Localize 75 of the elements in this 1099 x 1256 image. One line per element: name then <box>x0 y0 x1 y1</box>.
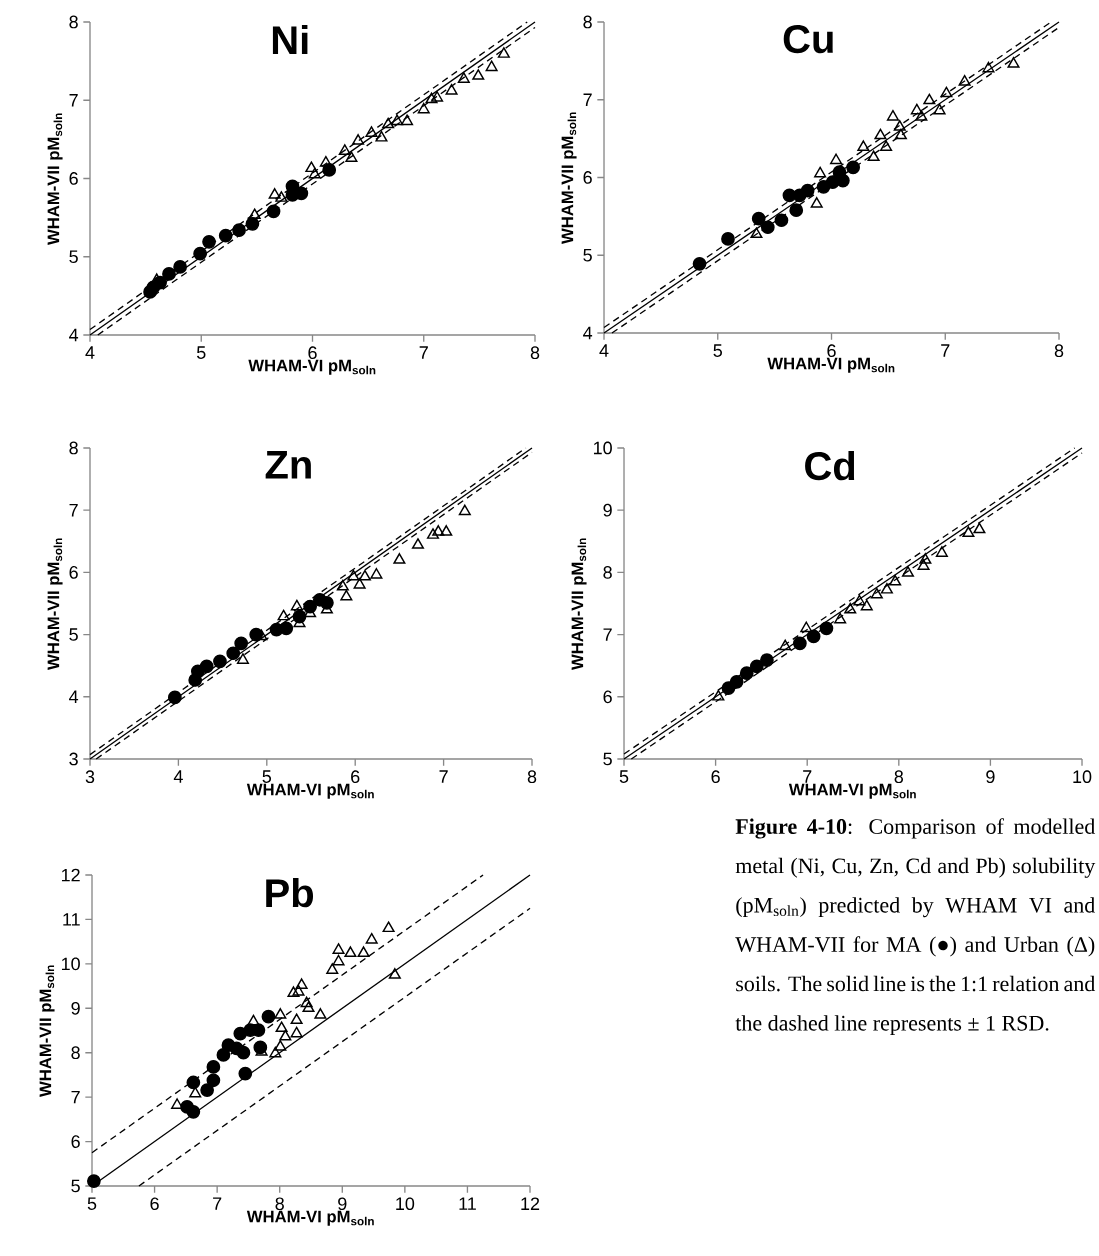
y-tick-label: 8 <box>71 1046 80 1060</box>
x-tick-label: 5 <box>87 1197 97 1210</box>
x-axis-title: WHAM-VI pM$_{soln}$ <box>248 359 376 375</box>
y-tick-label: 10 <box>593 441 612 455</box>
x-axis-title: WHAM-VI pM$_{soln}$ <box>788 783 916 799</box>
y-tick-label: 6 <box>71 1135 80 1148</box>
y-tick-label: 6 <box>69 172 78 185</box>
x-tick-label: 7 <box>213 1197 222 1210</box>
x-tick-label: 6 <box>351 770 360 784</box>
x-tick-label: 7 <box>941 344 950 357</box>
x-tick-label: 9 <box>986 770 995 784</box>
x-tick-label: 6 <box>711 770 720 784</box>
y-axis-title: WHAM-VII pM$_{soln}$ <box>39 965 55 1097</box>
x-tick-label: 11 <box>459 1197 476 1210</box>
x-tick-label: 8 <box>1054 344 1064 358</box>
x-tick-label: 4 <box>173 770 183 783</box>
x-tick-label: 12 <box>521 1197 540 1210</box>
x-tick-label: 8 <box>275 1197 284 1211</box>
y-tick-label: 8 <box>583 15 592 29</box>
y-tick-label: 8 <box>69 441 78 455</box>
x-tick-label: 3 <box>85 770 95 784</box>
y-axis-title: WHAM-VII pM$_{soln}$ <box>571 538 587 670</box>
chart-title: Zn <box>265 450 311 479</box>
x-axis-title: WHAM-VI pM$_{soln}$ <box>246 1210 374 1226</box>
y-tick-label: 9 <box>71 1001 80 1015</box>
x-axis-title: WHAM-VI pM$_{soln}$ <box>767 357 895 373</box>
x-tick-label: 7 <box>419 346 428 359</box>
y-tick-label: 5 <box>69 250 78 264</box>
y-axis-title: WHAM-VII pM$_{soln}$ <box>561 112 577 244</box>
x-tick-label: 6 <box>150 1197 159 1211</box>
y-tick-label: 6 <box>69 566 78 579</box>
y-tick-label: 6 <box>603 690 612 704</box>
y-tick-label: 7 <box>603 628 612 641</box>
y-tick-label: 3 <box>69 752 78 766</box>
x-tick-label: 5 <box>262 770 272 783</box>
y-tick-label: 6 <box>583 171 592 184</box>
chart-title: Cd <box>805 450 855 481</box>
x-tick-label: 4 <box>85 346 95 359</box>
text: Figure 4-10: Comparison of modelled metal (Ni, Cu, Zn, Cd and Pb) solubility (pM$_{soln}$) predicted by WHAM VI and WHAM-VII for MA (●) and Urban (Δ) soils. The solid line is the 1:1 relation and the dashed line represents ± 1 RSD. <box>735 818 1096 1036</box>
y-tick-label: 5 <box>69 628 78 641</box>
y-tick-label: 5 <box>603 752 612 766</box>
y-tick-label: 4 <box>69 328 79 342</box>
y-tick-label: 10 <box>61 957 80 971</box>
y-axis-title: WHAM-VII pM$_{soln}$ <box>47 113 63 245</box>
y-tick-label: 7 <box>583 93 592 106</box>
chart-title: Cu <box>783 24 833 54</box>
x-axis-title: WHAM-VI pM$_{soln}$ <box>246 783 374 799</box>
x-tick-label: 8 <box>530 346 540 360</box>
y-tick-label: 8 <box>603 566 612 579</box>
x-tick-label: 10 <box>396 1197 415 1211</box>
y-tick-label: 7 <box>71 1090 80 1104</box>
chart-title: Pb <box>266 877 314 908</box>
y-tick-label: 4 <box>69 690 79 703</box>
x-tick-label: 7 <box>803 770 812 783</box>
y-tick-label: 12 <box>61 868 80 882</box>
y-tick-label: 8 <box>69 15 78 29</box>
x-tick-label: 6 <box>827 344 836 358</box>
y-tick-label: 9 <box>603 503 612 517</box>
x-tick-label: 7 <box>439 770 448 783</box>
x-tick-label: 5 <box>196 346 206 359</box>
x-tick-label: 6 <box>308 346 317 360</box>
x-tick-label: 9 <box>338 1197 347 1211</box>
x-tick-label: 8 <box>527 770 537 784</box>
y-tick-label: 4 <box>583 326 593 340</box>
y-tick-label: 5 <box>71 1179 80 1193</box>
x-tick-label: 5 <box>619 770 629 783</box>
y-tick-label: 7 <box>69 94 78 107</box>
x-tick-label: 10 <box>1073 770 1092 784</box>
y-tick-label: 11 <box>63 913 80 926</box>
chart-title: Ni <box>272 24 308 54</box>
x-tick-label: 8 <box>894 770 904 784</box>
x-tick-label: 5 <box>713 344 723 357</box>
y-tick-label: 7 <box>69 504 78 517</box>
y-tick-label: 5 <box>583 248 592 262</box>
y-axis-title: WHAM-VII pM$_{soln}$ <box>47 538 63 670</box>
